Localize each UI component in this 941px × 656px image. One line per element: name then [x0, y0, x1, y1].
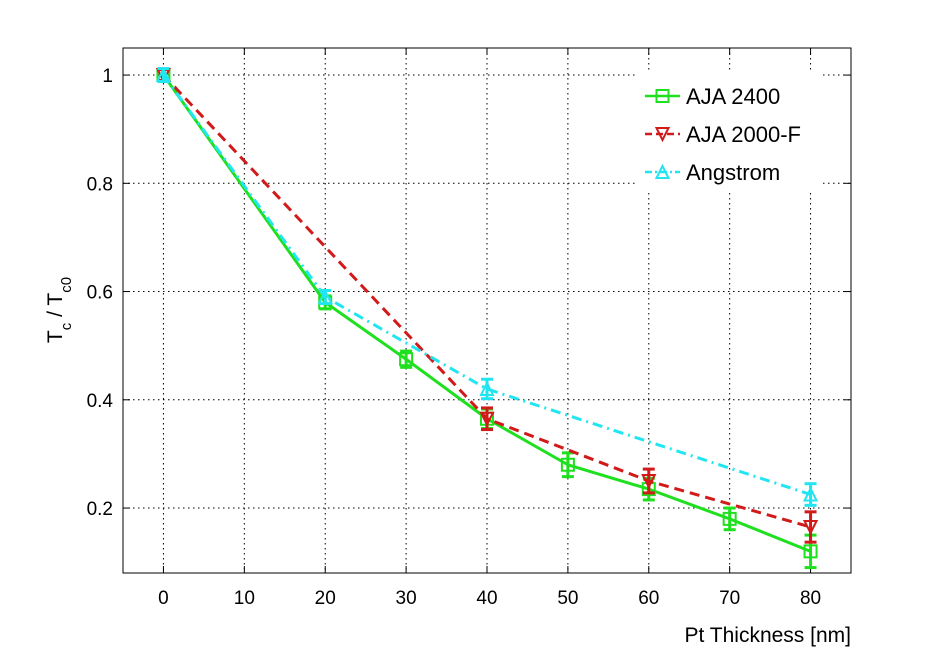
x-tick-label: 30: [396, 588, 417, 609]
x-tick-label: 70: [719, 588, 740, 609]
data-point-angstrom: [479, 380, 495, 396]
series-angstrom: [155, 66, 819, 507]
legend-label-angstrom: Angstrom: [686, 160, 780, 185]
data-point-aja-2400: [399, 352, 414, 367]
y-tick-label: 0.6: [87, 283, 113, 304]
x-tick-label: 80: [800, 588, 821, 609]
data-point-aja-2400: [803, 544, 818, 559]
ticks: 0 10 20 30 40 50 60 70 80 0.2 0.4 0.6 0.8 1: [87, 48, 851, 609]
y-axis-label: Tc / Tc0: [44, 277, 75, 343]
x-tick-label: 50: [557, 588, 578, 609]
x-tick-label: 20: [315, 588, 336, 609]
legend: AJA 2400 AJA 2000-F Angstrom: [638, 70, 820, 192]
data-point-aja-2000-f: [802, 519, 819, 536]
x-tick-label: 0: [158, 588, 169, 609]
data-point-aja-2400: [722, 511, 737, 526]
series-line-angstrom: [162, 74, 812, 496]
series-line-aja-2400: [162, 74, 812, 553]
series-layer: [155, 66, 819, 570]
data-point-angstrom: [155, 66, 172, 83]
data-point-angstrom: [802, 486, 819, 502]
y-tick-label: 0.8: [87, 174, 113, 195]
legend-marker-aja-2000-f: [654, 127, 671, 143]
series-line-aja-2000-f: [162, 74, 811, 529]
legend-marker-angstrom: [654, 163, 671, 179]
data-point-aja-2000-f: [641, 473, 657, 490]
svg-text:Tc / Tc0: Tc / Tc0: [44, 277, 75, 343]
legend-label-aja-2400: AJA 2400: [686, 84, 780, 109]
x-tick-label: 10: [234, 588, 255, 609]
y-tick-label: 1: [102, 66, 113, 87]
x-tick-label: 60: [638, 588, 659, 609]
legend-label-aja-2000-f: AJA 2000-F: [686, 122, 801, 147]
data-point-aja-2000-f: [479, 411, 495, 427]
grid: [123, 48, 851, 573]
y-tick-label: 0.2: [87, 499, 113, 520]
x-axis-label: Pt Thickness [nm]: [684, 624, 851, 647]
legend-marker-aja-2400: [655, 89, 670, 103]
y-tick-label: 0.4: [87, 391, 114, 412]
data-point-aja-2400: [560, 457, 575, 472]
x-tick-label: 40: [476, 588, 497, 609]
data-point-angstrom: [317, 288, 333, 304]
